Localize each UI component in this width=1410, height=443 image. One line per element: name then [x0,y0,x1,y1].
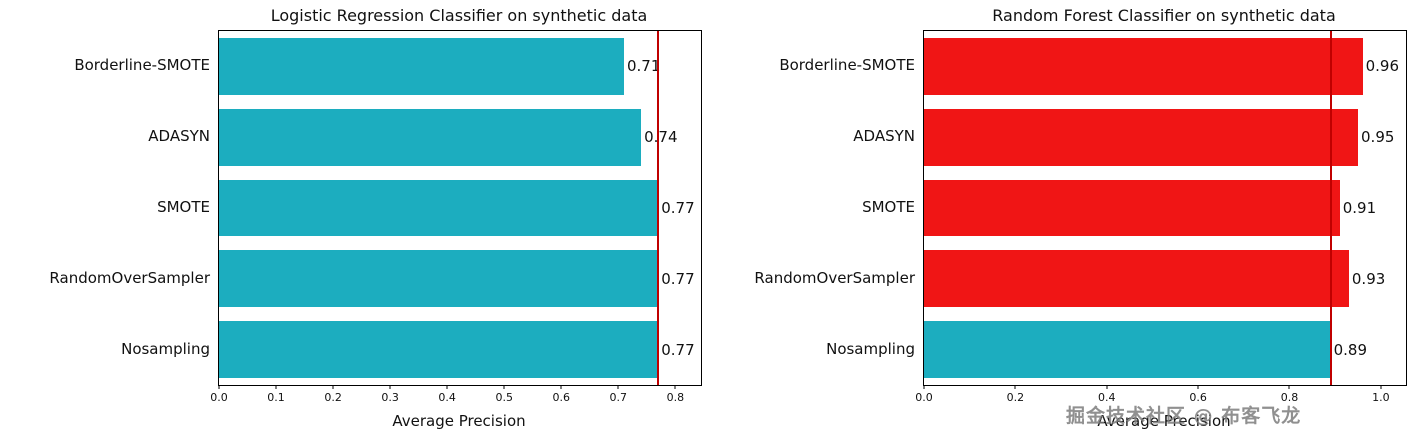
bar [219,38,624,95]
x-tick-mark [389,385,391,389]
y-tick-label: RandomOverSampler [49,268,210,287]
plot-area: 0.71 0.74 0.77 0.77 0.77 0.0 0.1 0.2 0.3 0.4 0.5 0.… [210,30,702,404]
y-tick-label: Borderline-SMOTE [74,56,210,75]
x-tick-mark [503,385,505,389]
x-tick-mark [332,385,334,389]
x-tick-label: 0.8 [1280,391,1299,404]
x-tick-mark [1197,385,1199,389]
bar-value-label: 0.96 [1365,57,1399,76]
x-axis-label: Average Precision [1097,412,1231,430]
x-tick-label: 0.7 [609,391,628,404]
bar [219,321,659,378]
x-tick-label: 1.0 [1372,391,1390,404]
x-tick-label: 0.6 [1189,391,1207,404]
x-tick-mark [446,385,448,389]
x-tick-mark [617,385,619,389]
y-axis-labels: Borderline-SMOTE ADASYN SMOTE RandomOverSam… [705,30,915,384]
bar-value-label: 0.74 [644,128,678,147]
x-tick-label: 0.5 [495,391,513,404]
x-tick-label: 0.2 [1006,391,1025,404]
y-tick-label: ADASYN [853,127,915,146]
bar-value-label: 0.91 [1342,199,1377,217]
y-tick-label: ADASYN [148,127,210,146]
bar [924,179,1340,237]
bar-value-label: 0.77 [661,199,695,217]
bar [924,38,1363,95]
y-tick-label: Borderline-SMOTE [779,56,915,75]
bar [924,108,1359,166]
x-tick-mark [674,385,676,389]
reference-line [657,31,660,385]
chart-title: Logistic Regression Classifier on synthe… [270,6,648,25]
chart-logistic-regression: Logistic Regression Classifier on synthe… [0,6,702,430]
x-tick-label: 0.3 [381,391,399,404]
y-tick-label: SMOTE [157,198,210,216]
bar-value-label: 0.89 [1333,340,1368,359]
x-tick-label: 0.0 [210,391,228,404]
x-tick-label: 0.8 [666,391,685,404]
bar-value-label: 0.95 [1361,128,1395,147]
x-tick-mark [923,385,925,389]
bar-value-label: 0.93 [1351,269,1386,288]
x-tick-label: 0.4 [1097,391,1116,404]
y-tick-label: RandomOverSampler [754,268,915,287]
bar [219,108,642,166]
x-tick-label: 0.0 [915,391,933,404]
x-tick-mark [1106,385,1108,389]
bar [219,250,659,308]
x-tick-label: 0.1 [267,391,285,404]
x-tick-mark [218,385,220,389]
chart-title: Random Forest Classifier on synthetic da… [992,6,1336,25]
bar [924,250,1349,308]
x-tick-mark [1380,385,1382,389]
x-tick-mark [560,385,562,389]
x-tick-mark [1014,385,1016,389]
watermark: 掘金技术社区 @ 布客飞龙 [1066,405,1302,427]
y-tick-label: SMOTE [862,198,915,216]
bar-value-label: 0.71 [626,57,661,76]
bar [219,179,659,237]
y-axis-labels: Borderline-SMOTE ADASYN SMOTE RandomOverSam… [0,30,210,384]
bar-value-label: 0.77 [661,340,695,359]
y-tick-label: Nosampling [121,339,210,358]
reference-line [1329,31,1332,385]
plot-area: 0.96 0.95 0.91 0.93 0.89 0.0 0.2 0.4 0.6 0.8 1.0 [915,30,1407,404]
x-tick-label: 0.2 [324,391,342,404]
x-axis-label: Average Precision [392,412,526,430]
x-tick-mark [1288,385,1290,389]
x-tick-label: 0.6 [552,391,570,404]
x-tick-mark [275,385,277,389]
x-tick-label: 0.4 [438,391,456,404]
chart-random-forest: Random Forest Classifier on synthetic da… [705,0,1410,443]
bar [924,321,1331,378]
bar-value-label: 0.77 [661,269,695,288]
y-tick-label: Nosampling [826,339,915,358]
